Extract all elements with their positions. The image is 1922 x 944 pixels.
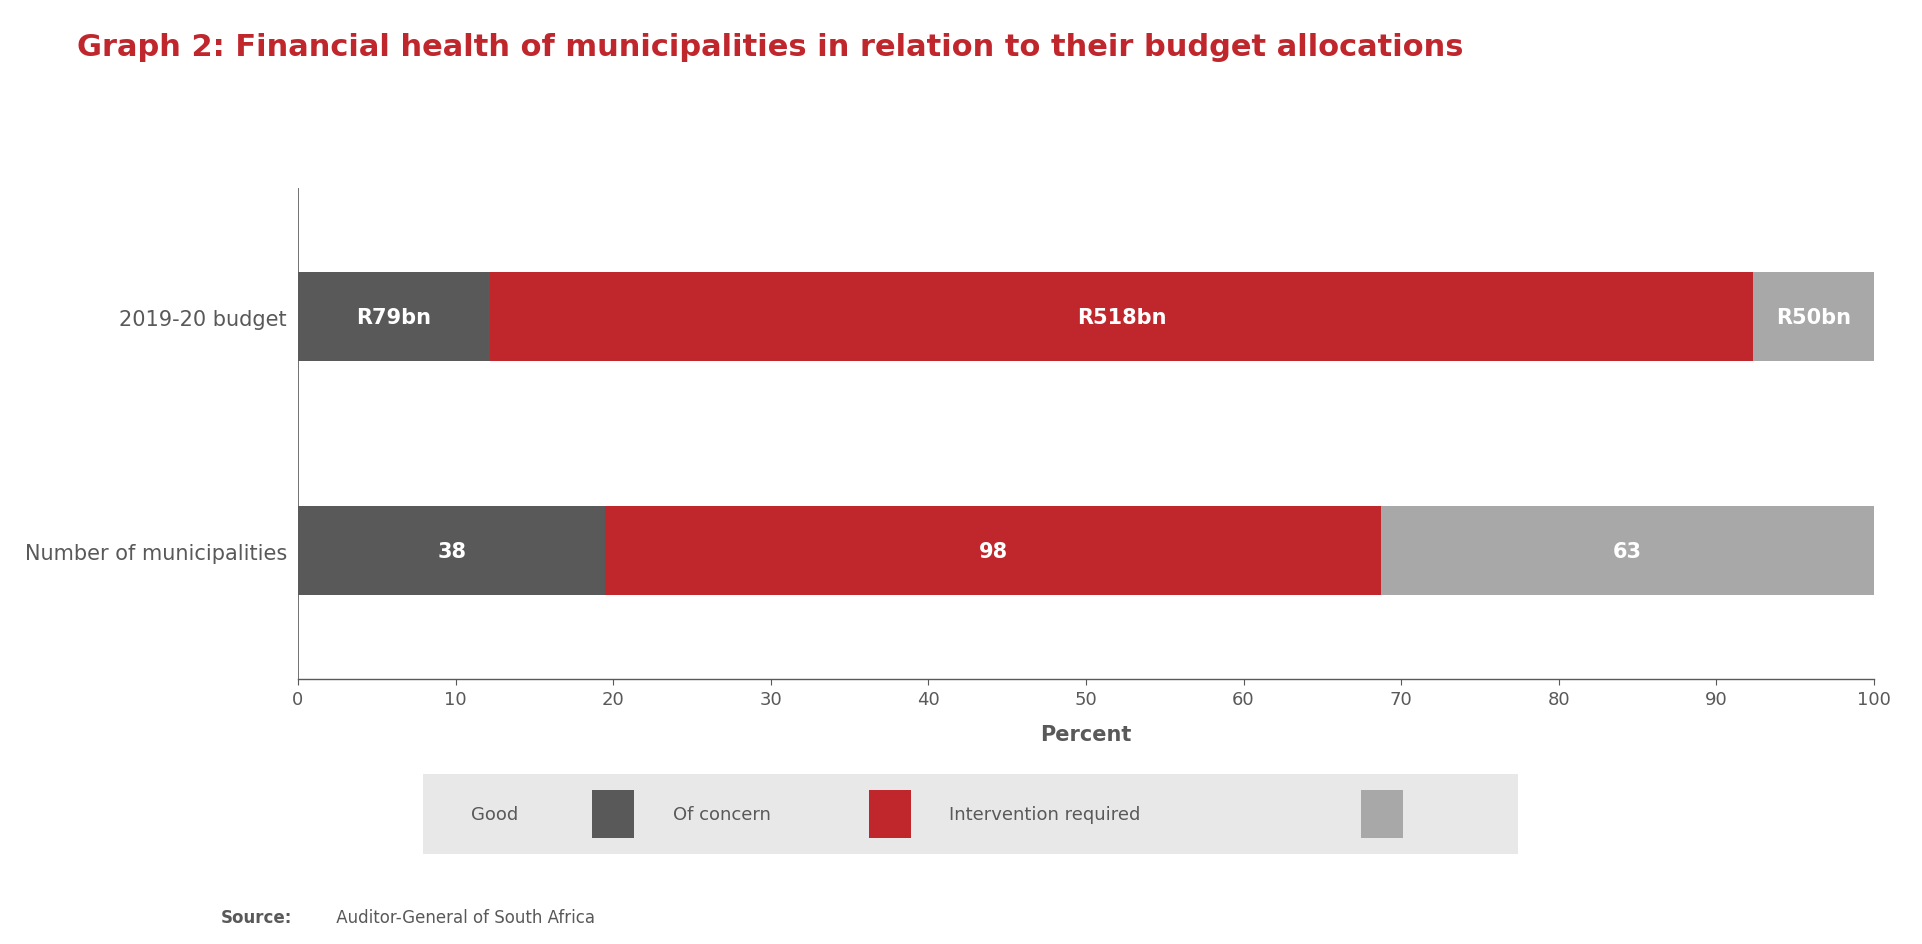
Text: 98: 98 [978, 541, 1007, 561]
Bar [1380, 507, 1874, 596]
Text: R79bn: R79bn [357, 308, 432, 328]
Bar [298, 507, 605, 596]
X-axis label: Percent: Percent [1040, 725, 1132, 745]
Text: Graph 2: Financial health of municipalities in relation to their budget allocati: Graph 2: Financial health of municipalit… [77, 33, 1463, 62]
Text: 63: 63 [1613, 541, 1641, 561]
Bar [1753, 273, 1874, 362]
Text: Good: Good [471, 805, 519, 823]
Text: Source:: Source: [221, 908, 292, 926]
Text: Intervention required: Intervention required [949, 805, 1142, 823]
Text: Auditor-General of South Africa: Auditor-General of South Africa [331, 908, 594, 926]
Text: 38: 38 [436, 541, 465, 561]
Text: Of concern: Of concern [673, 805, 771, 823]
Bar [605, 507, 1380, 596]
Bar [298, 273, 490, 362]
Text: R50bn: R50bn [1776, 308, 1851, 328]
Bar [490, 273, 1753, 362]
Text: R518bn: R518bn [1076, 308, 1167, 328]
